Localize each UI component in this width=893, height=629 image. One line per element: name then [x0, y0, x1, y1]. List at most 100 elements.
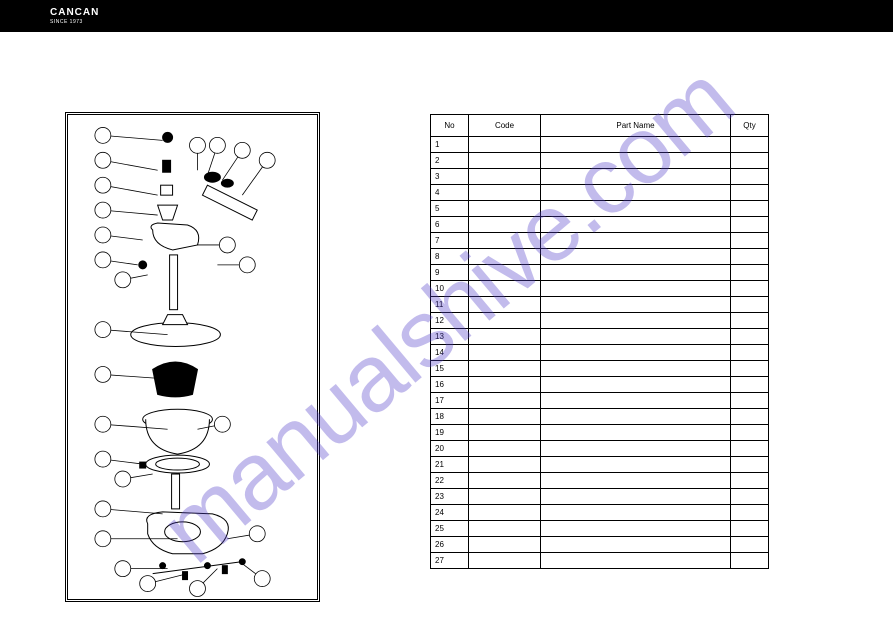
table-cell	[731, 409, 769, 425]
table-cell	[731, 265, 769, 281]
table-cell	[731, 345, 769, 361]
page-content: No Code Part Name Qty 123456789101112131…	[0, 32, 893, 629]
table-cell	[469, 505, 541, 521]
table-row: 9	[431, 265, 769, 281]
table-cell	[541, 377, 731, 393]
table-cell	[541, 201, 731, 217]
table-cell	[541, 425, 731, 441]
table-cell	[541, 521, 731, 537]
table-row: 20	[431, 441, 769, 457]
table-cell	[469, 249, 541, 265]
table-cell	[469, 521, 541, 537]
table-cell	[469, 313, 541, 329]
table-cell: 18	[431, 409, 469, 425]
table-row: 5	[431, 201, 769, 217]
table-row: 2	[431, 153, 769, 169]
table-row: 21	[431, 457, 769, 473]
table-cell: 17	[431, 393, 469, 409]
table-cell	[469, 409, 541, 425]
table-cell	[541, 169, 731, 185]
table-cell	[541, 137, 731, 153]
table-cell	[731, 361, 769, 377]
table-cell	[541, 505, 731, 521]
table-cell: 5	[431, 201, 469, 217]
table-cell	[731, 329, 769, 345]
table-row: 24	[431, 505, 769, 521]
table-cell	[541, 281, 731, 297]
table-cell	[469, 329, 541, 345]
table-row: 4	[431, 185, 769, 201]
table-cell	[731, 201, 769, 217]
table-cell: 25	[431, 521, 469, 537]
table-row: 17	[431, 393, 769, 409]
table-cell: 14	[431, 345, 469, 361]
table-row: 16	[431, 377, 769, 393]
table-cell	[731, 473, 769, 489]
table-cell	[469, 201, 541, 217]
table-cell	[469, 297, 541, 313]
table-cell: 8	[431, 249, 469, 265]
table-cell: 3	[431, 169, 469, 185]
table-row: 6	[431, 217, 769, 233]
table-cell	[541, 313, 731, 329]
table-cell: 26	[431, 537, 469, 553]
table-cell	[731, 233, 769, 249]
logo-block: CANCAN SINCE 1973	[50, 8, 99, 25]
table-cell	[469, 281, 541, 297]
table-header-row: No Code Part Name Qty	[431, 115, 769, 137]
table-cell: 4	[431, 185, 469, 201]
table-cell	[541, 265, 731, 281]
table-cell	[469, 425, 541, 441]
table-cell	[541, 393, 731, 409]
table-cell	[469, 169, 541, 185]
diagram-svg	[68, 115, 317, 599]
table-cell	[731, 377, 769, 393]
table-row: 8	[431, 249, 769, 265]
table-cell	[469, 137, 541, 153]
table-cell	[731, 281, 769, 297]
table-row: 18	[431, 409, 769, 425]
table-cell	[731, 489, 769, 505]
table-cell	[731, 505, 769, 521]
table-row: 22	[431, 473, 769, 489]
parts-table: No Code Part Name Qty 123456789101112131…	[430, 114, 769, 569]
table-cell	[541, 553, 731, 569]
table-cell	[731, 457, 769, 473]
table-cell: 6	[431, 217, 469, 233]
table-row: 27	[431, 553, 769, 569]
table-cell	[541, 473, 731, 489]
table-cell	[469, 393, 541, 409]
table-row: 26	[431, 537, 769, 553]
col-header-qty: Qty	[731, 115, 769, 137]
table-row: 12	[431, 313, 769, 329]
table-cell	[731, 521, 769, 537]
table-cell	[541, 409, 731, 425]
table-cell	[731, 297, 769, 313]
table-row: 14	[431, 345, 769, 361]
table-row: 23	[431, 489, 769, 505]
table-cell	[541, 345, 731, 361]
table-cell	[731, 185, 769, 201]
table-cell	[731, 441, 769, 457]
table-cell	[541, 361, 731, 377]
table-cell	[469, 457, 541, 473]
table-cell: 10	[431, 281, 469, 297]
table-cell	[469, 185, 541, 201]
table-cell: 9	[431, 265, 469, 281]
table-row: 7	[431, 233, 769, 249]
table-cell: 22	[431, 473, 469, 489]
table-cell	[469, 153, 541, 169]
table-cell	[731, 537, 769, 553]
table-cell	[541, 233, 731, 249]
table-row: 13	[431, 329, 769, 345]
col-header-no: No	[431, 115, 469, 137]
table-cell: 21	[431, 457, 469, 473]
table-cell	[731, 137, 769, 153]
table-cell	[731, 249, 769, 265]
table-cell	[469, 233, 541, 249]
table-cell	[731, 425, 769, 441]
table-row: 10	[431, 281, 769, 297]
table-cell	[541, 457, 731, 473]
table-cell	[469, 537, 541, 553]
table-cell	[541, 249, 731, 265]
